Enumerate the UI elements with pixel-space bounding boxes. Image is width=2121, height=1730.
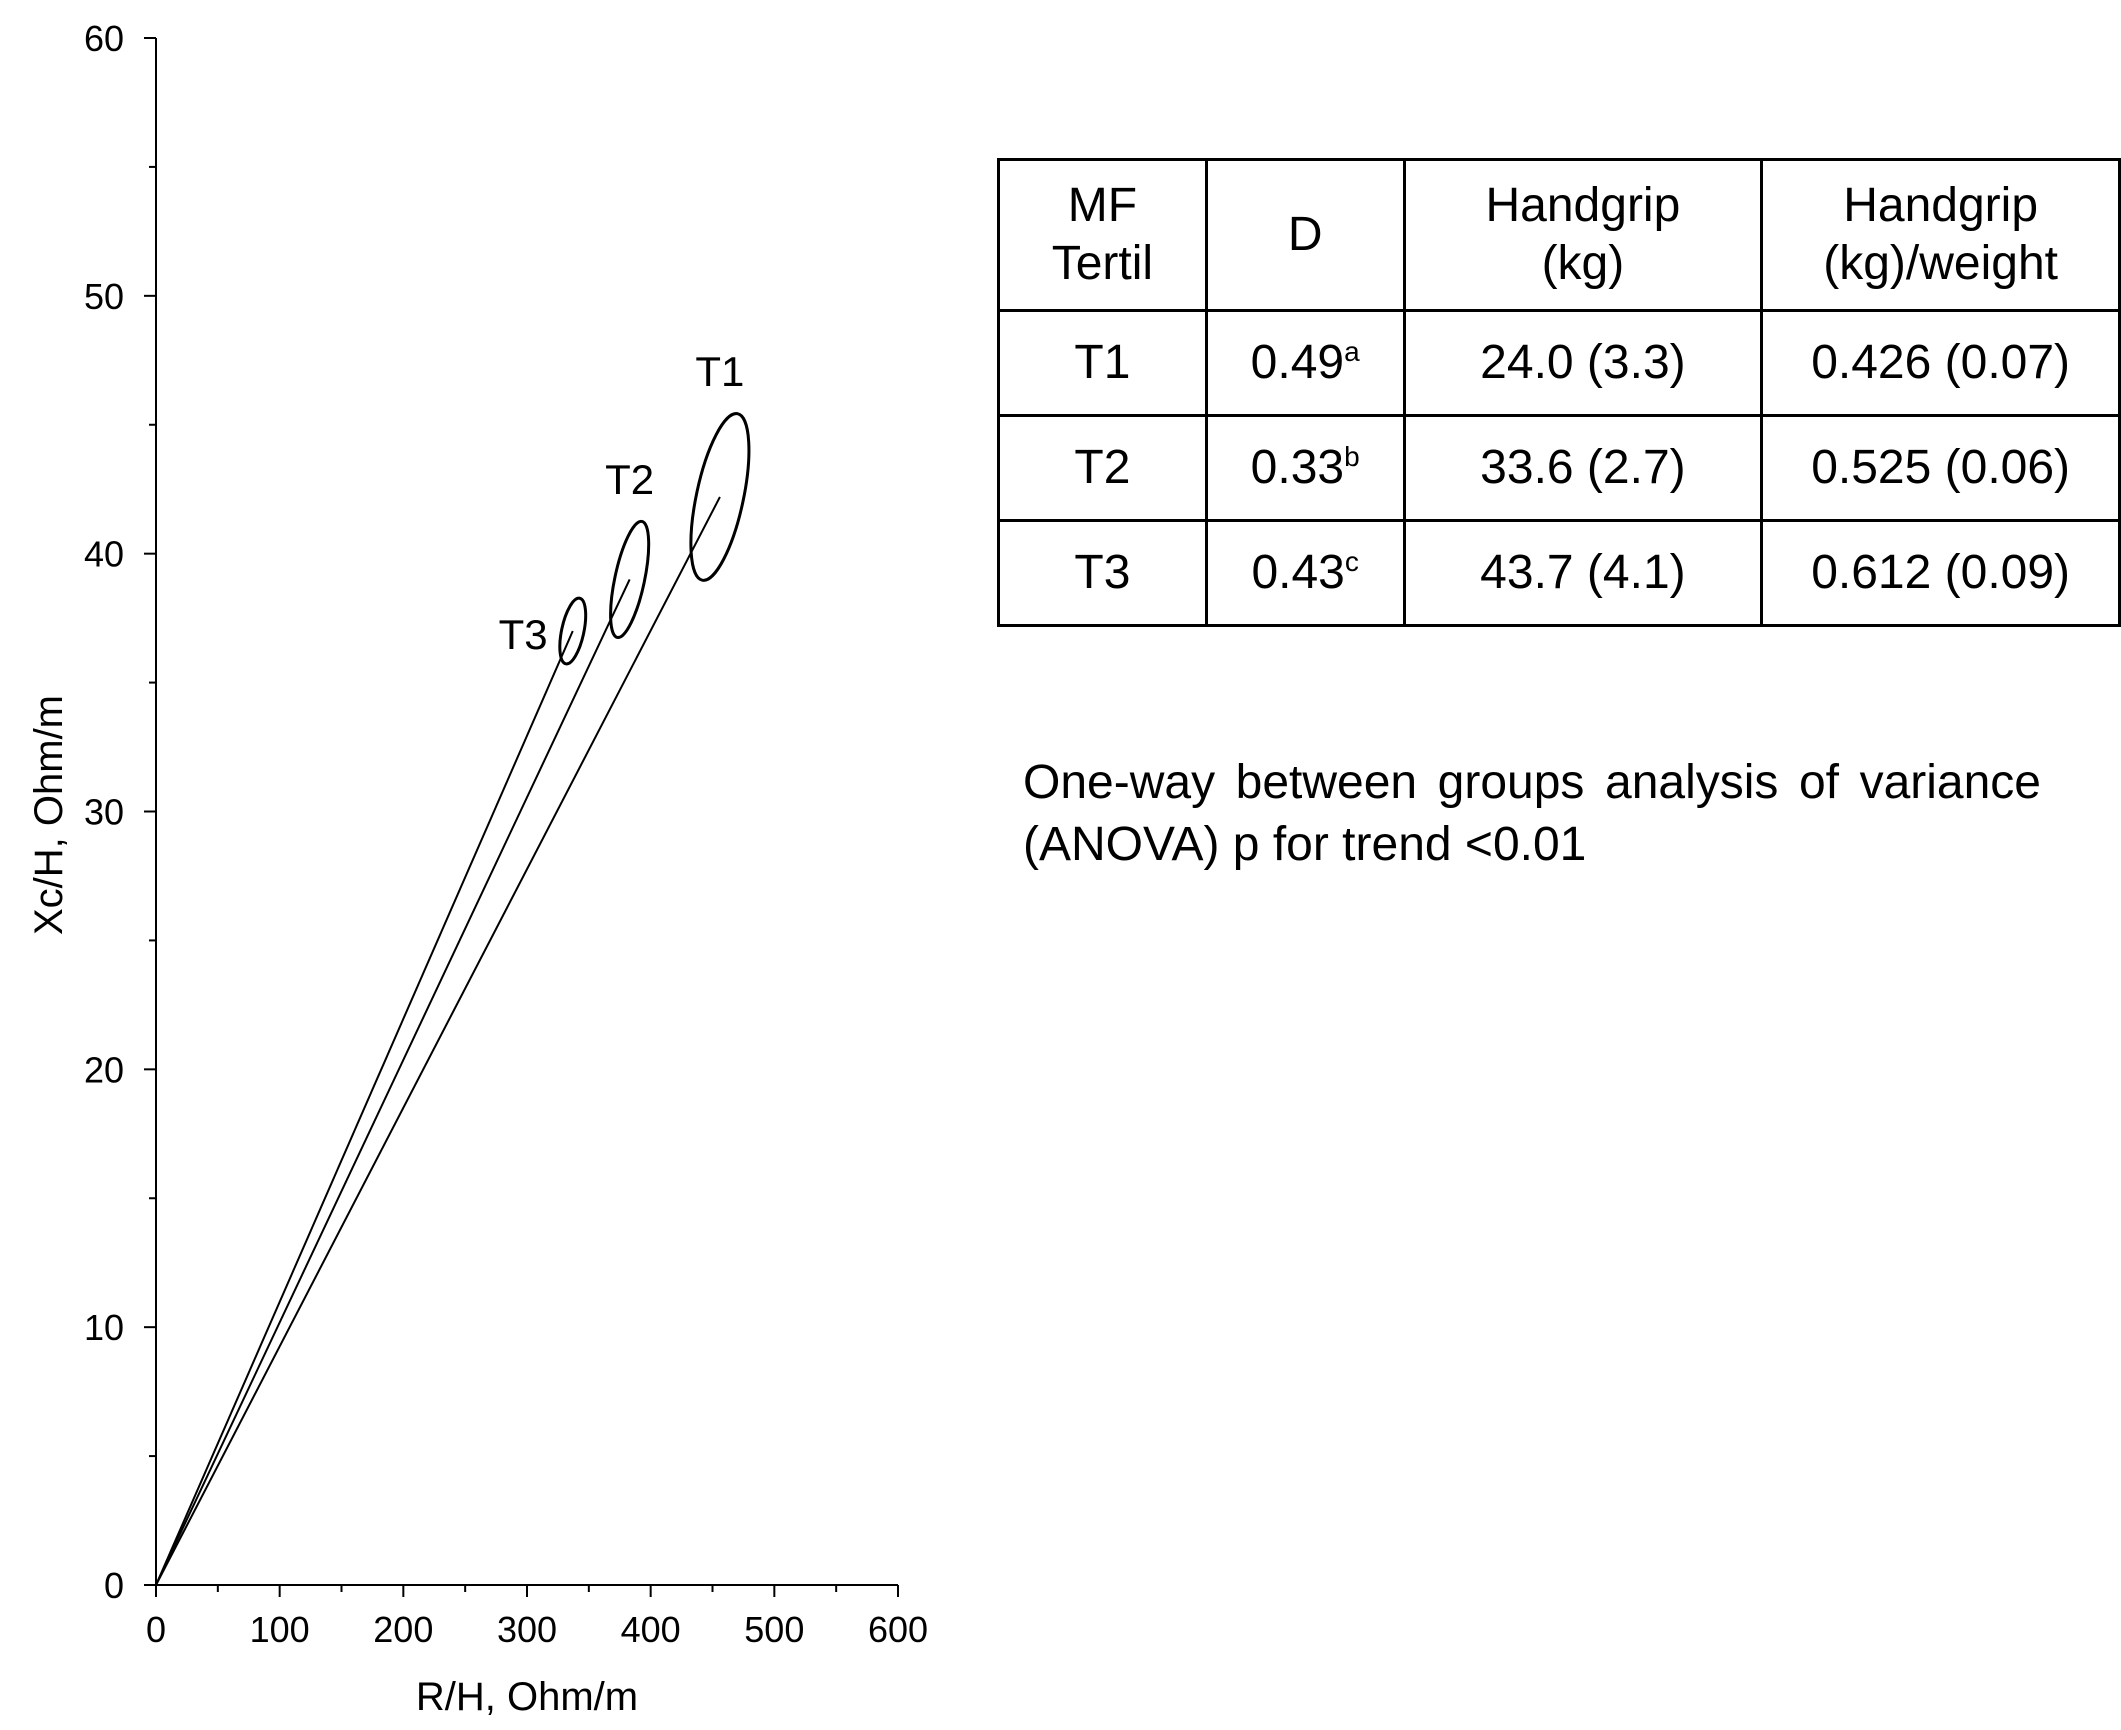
header-handgrip-weight-label: Handgrip (kg)/weight — [1823, 179, 2058, 290]
ellipse-t1 — [689, 412, 751, 582]
y-tick-label: 20 — [84, 1049, 124, 1090]
cell-d: 0.49a — [1204, 309, 1406, 417]
x-tick-label: 0 — [146, 1609, 166, 1650]
cell-handgrip-weight: 0.426 (0.07) — [1760, 309, 2121, 417]
cell-d-value: 0.33 — [1250, 441, 1345, 495]
cell-tertil: T3 — [997, 519, 1208, 627]
stats-table: MF Tertil D Handgrip (kg) Handgrip (kg)/… — [997, 158, 2121, 627]
ellipse-label-t3: T3 — [499, 611, 548, 658]
cell-handgrip: 43.7 (4.1) — [1402, 519, 1764, 627]
x-tick-label: 300 — [497, 1609, 557, 1650]
y-tick-label: 40 — [84, 534, 124, 575]
cell-d: 0.33b — [1204, 414, 1406, 522]
y-tick-label: 0 — [104, 1565, 124, 1606]
cell-d-superscript: a — [1344, 336, 1360, 368]
marks: T1 T2 T3 — [155, 348, 751, 1586]
table-row: T2 0.33b 33.6 (2.7) 0.525 (0.06) — [997, 414, 2121, 522]
axes: 0 100 200 300 400 500 600 0 10 20 30 40 50 60 — [84, 18, 928, 1650]
y-axis-title: Xc/H, Ohm/m — [27, 695, 71, 935]
cell-d-value: 0.49 — [1250, 336, 1345, 390]
header-handgrip: Handgrip (kg) — [1402, 158, 1764, 312]
table-header-row: MF Tertil D Handgrip (kg) Handgrip (kg)/… — [997, 158, 2121, 312]
cell-d-superscript: c — [1344, 546, 1359, 578]
vector-line-t1 — [155, 496, 721, 1586]
cell-handgrip: 24.0 (3.3) — [1402, 309, 1764, 417]
ellipse-t3 — [558, 596, 588, 666]
x-axis-title: R/H, Ohm/m — [416, 1675, 638, 1719]
ellipse-label-t1: T1 — [695, 348, 744, 395]
y-tick-label: 10 — [84, 1307, 124, 1348]
header-mf-tertil: MF Tertil — [997, 158, 1208, 312]
cell-d-superscript: b — [1344, 441, 1360, 473]
x-tick-label: 200 — [373, 1609, 433, 1650]
ellipse-t2 — [609, 519, 651, 640]
table-row: T3 0.43c 43.7 (4.1) 0.612 (0.09) — [997, 519, 2121, 627]
x-tick-label: 100 — [250, 1609, 310, 1650]
table-row: T1 0.49a 24.0 (3.3) 0.426 (0.07) — [997, 309, 2121, 417]
header-mf-tertil-label: MF Tertil — [1051, 179, 1154, 290]
vector-line-t3 — [155, 630, 574, 1586]
ellipse-label-t2: T2 — [605, 456, 654, 503]
anova-note: One-way between groups analysis of varia… — [1023, 756, 2041, 872]
x-tick-label: 500 — [744, 1609, 804, 1650]
cell-tertil: T2 — [997, 414, 1208, 522]
x-tick-label: 600 — [868, 1609, 928, 1650]
header-d-label: D — [1287, 208, 1323, 262]
cell-handgrip-weight: 0.612 (0.09) — [1760, 519, 2121, 627]
cell-handgrip-weight: 0.525 (0.06) — [1760, 414, 2121, 522]
x-tick-label: 400 — [621, 1609, 681, 1650]
y-tick-label: 30 — [84, 792, 124, 833]
header-d: D — [1204, 158, 1406, 312]
header-handgrip-label: Handgrip (kg) — [1485, 179, 1681, 290]
vector-line-t2 — [155, 579, 631, 1586]
cell-d: 0.43c — [1204, 519, 1406, 627]
y-tick-label: 60 — [84, 18, 124, 59]
cell-d-value: 0.43 — [1251, 546, 1345, 600]
cell-tertil: T1 — [997, 309, 1208, 417]
y-tick-label: 50 — [84, 276, 124, 317]
header-handgrip-weight: Handgrip (kg)/weight — [1760, 158, 2121, 312]
cell-handgrip: 33.6 (2.7) — [1402, 414, 1764, 522]
